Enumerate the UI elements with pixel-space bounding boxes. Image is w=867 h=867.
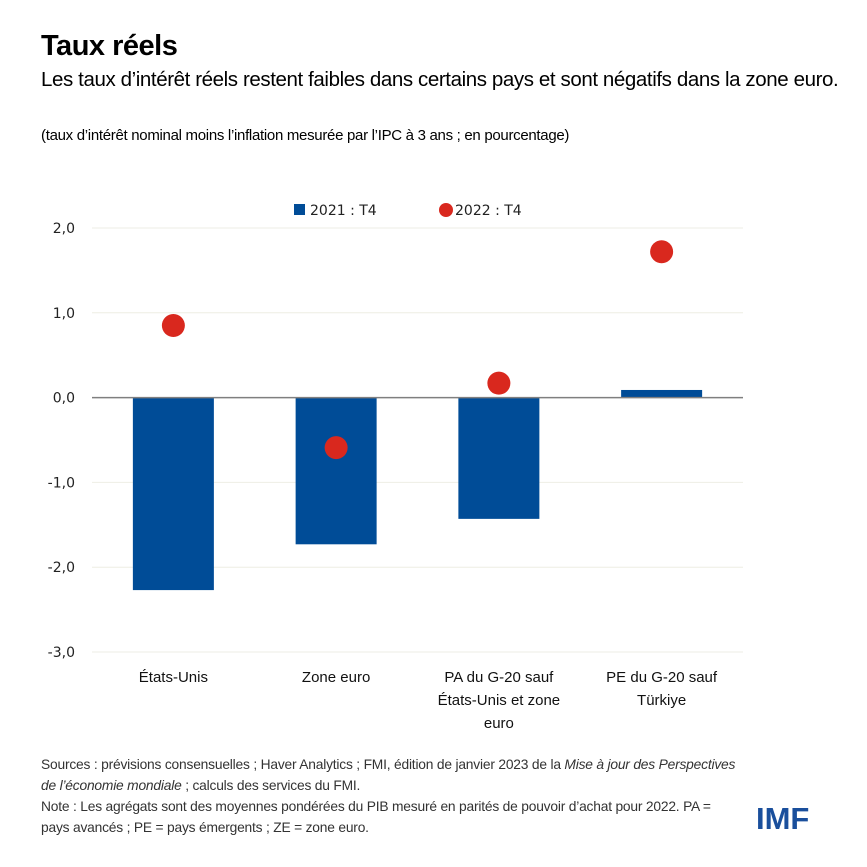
category-label: PE du G-20 sauf bbox=[606, 669, 718, 686]
dot bbox=[650, 240, 674, 264]
dot bbox=[487, 371, 511, 395]
y-tick-label: 2,0 bbox=[53, 221, 75, 237]
chart-title: Taux réels bbox=[41, 30, 178, 62]
legend-dot-label: 2022 : T4 bbox=[455, 203, 522, 219]
sources-note: Sources : prévisions consensuelles ; Hav… bbox=[41, 757, 736, 793]
dot bbox=[324, 436, 348, 460]
bar bbox=[132, 397, 214, 591]
category-label: Türkiye bbox=[637, 692, 686, 709]
footnotes: Sources : prévisions consensuelles ; Hav… bbox=[41, 754, 741, 838]
legend-bar-label: 2021 : T4 bbox=[310, 203, 377, 219]
y-tick-label: 0,0 bbox=[53, 391, 75, 407]
category-label: États-Unis bbox=[139, 669, 208, 686]
imf-logo: IMF bbox=[756, 801, 810, 836]
y-axis-ticks: 2,0 1,0 0,0 -1,0 -2,0 -3,0 bbox=[48, 221, 75, 661]
bar-series bbox=[132, 389, 703, 591]
chart-subtitle: Les taux d’intérêt réels restent faibles… bbox=[41, 68, 839, 91]
category-label: euro bbox=[484, 715, 514, 732]
bar bbox=[621, 389, 703, 398]
legend-bar-swatch bbox=[294, 204, 305, 215]
y-tick-label: -2,0 bbox=[48, 560, 75, 576]
dot-series bbox=[161, 240, 674, 460]
category-label: États-Unis et zone bbox=[438, 692, 561, 709]
dot bbox=[161, 314, 185, 338]
category-label: PA du G-20 sauf bbox=[444, 669, 554, 686]
legend-dot-swatch bbox=[439, 203, 453, 217]
category-labels: États-Unis Zone euro PA du G-20 sauf États-… bbox=[139, 669, 718, 732]
unit-note: (taux d’intérêt nominal moins l’inflatio… bbox=[41, 127, 570, 144]
y-tick-label: -1,0 bbox=[48, 475, 75, 491]
legend: 2021 : T4 2022 : T4 bbox=[294, 203, 522, 219]
note-text: Note : Les agrégats sont des moyennes po… bbox=[41, 799, 711, 835]
y-tick-label: -3,0 bbox=[48, 645, 75, 661]
bar bbox=[295, 397, 377, 545]
category-label: Zone euro bbox=[302, 669, 370, 686]
bar bbox=[458, 397, 540, 519]
y-tick-label: 1,0 bbox=[53, 306, 75, 322]
